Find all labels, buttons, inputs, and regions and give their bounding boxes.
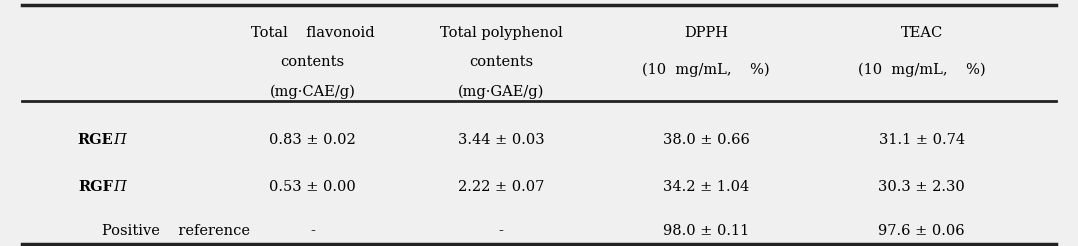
Text: (mg·GAE/g): (mg·GAE/g) (458, 85, 544, 99)
Text: -: - (499, 224, 503, 238)
Text: 2.22 ± 0.07: 2.22 ± 0.07 (458, 180, 544, 194)
Text: DPPH: DPPH (685, 26, 728, 40)
Text: RGE: RGE (78, 133, 113, 147)
Text: contents: contents (280, 55, 345, 69)
Text: Positive    reference: Positive reference (102, 224, 250, 238)
Text: TEAC: TEAC (900, 26, 943, 40)
Text: 3.44 ± 0.03: 3.44 ± 0.03 (458, 133, 544, 147)
Text: 0.83 ± 0.02: 0.83 ± 0.02 (270, 133, 356, 147)
Text: (10  mg/mL,    %): (10 mg/mL, %) (858, 63, 985, 77)
Text: 0.53 ± 0.00: 0.53 ± 0.00 (270, 180, 356, 194)
Text: RGF: RGF (79, 180, 113, 194)
Text: (mg·CAE/g): (mg·CAE/g) (270, 85, 356, 99)
Text: 38.0 ± 0.66: 38.0 ± 0.66 (663, 133, 749, 147)
Text: 98.0 ± 0.11: 98.0 ± 0.11 (663, 224, 749, 238)
Text: Π: Π (113, 180, 126, 194)
Text: (10  mg/mL,    %): (10 mg/mL, %) (642, 63, 770, 77)
Text: Total    flavonoid: Total flavonoid (251, 26, 374, 40)
Text: contents: contents (469, 55, 534, 69)
Text: Π: Π (113, 133, 126, 147)
Text: Total polyphenol: Total polyphenol (440, 26, 563, 40)
Text: 97.6 ± 0.06: 97.6 ± 0.06 (879, 224, 965, 238)
Text: 30.3 ± 2.30: 30.3 ± 2.30 (879, 180, 965, 194)
Text: 34.2 ± 1.04: 34.2 ± 1.04 (663, 180, 749, 194)
Text: 31.1 ± 0.74: 31.1 ± 0.74 (879, 133, 965, 147)
Text: -: - (310, 224, 315, 238)
